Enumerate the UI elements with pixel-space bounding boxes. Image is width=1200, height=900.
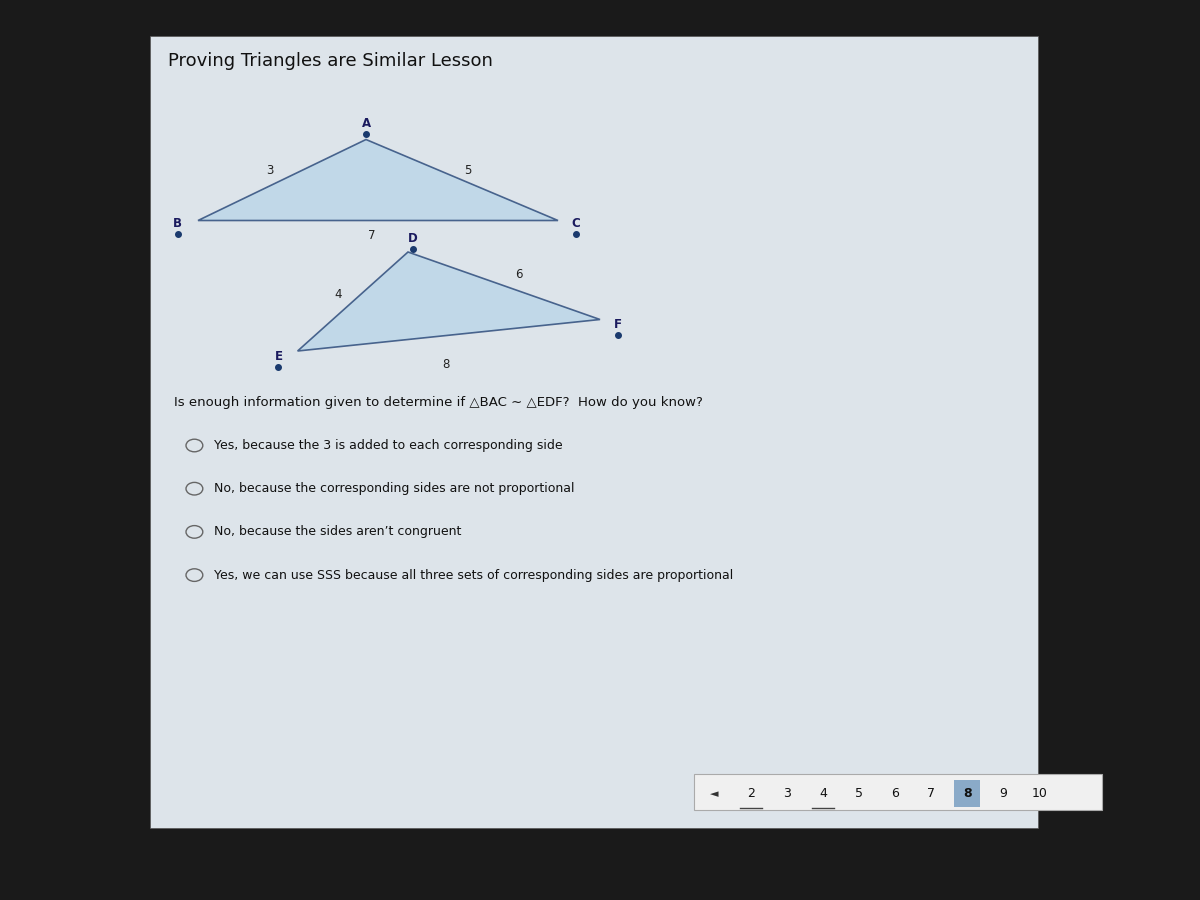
Text: Proving Triangles are Similar Lesson: Proving Triangles are Similar Lesson bbox=[168, 52, 493, 70]
FancyBboxPatch shape bbox=[694, 774, 1102, 810]
FancyBboxPatch shape bbox=[150, 36, 1038, 828]
Text: 6: 6 bbox=[892, 788, 899, 800]
Text: 7: 7 bbox=[928, 788, 935, 800]
Text: 2: 2 bbox=[748, 788, 755, 800]
Polygon shape bbox=[298, 252, 600, 351]
Text: B: B bbox=[173, 217, 182, 230]
Text: 5: 5 bbox=[856, 788, 863, 800]
Text: 7: 7 bbox=[368, 230, 376, 242]
Text: No, because the sides aren’t congruent: No, because the sides aren’t congruent bbox=[214, 526, 461, 538]
Text: 6: 6 bbox=[515, 268, 522, 281]
Text: F: F bbox=[614, 318, 622, 330]
Text: 3: 3 bbox=[784, 788, 791, 800]
Text: 8: 8 bbox=[962, 788, 972, 800]
Text: Is enough information given to determine if △BAC ∼ △EDF?  How do you know?: Is enough information given to determine… bbox=[174, 396, 703, 409]
Text: C: C bbox=[571, 217, 581, 230]
Text: A: A bbox=[361, 117, 371, 130]
Text: 9: 9 bbox=[1000, 788, 1007, 800]
Text: Yes, we can use SSS because all three sets of corresponding sides are proportion: Yes, we can use SSS because all three se… bbox=[214, 569, 733, 581]
Text: 3: 3 bbox=[266, 165, 274, 177]
Text: Yes, because the 3 is added to each corresponding side: Yes, because the 3 is added to each corr… bbox=[214, 439, 563, 452]
Text: No, because the corresponding sides are not proportional: No, because the corresponding sides are … bbox=[214, 482, 574, 495]
Text: 10: 10 bbox=[1031, 788, 1048, 800]
Text: 4: 4 bbox=[335, 288, 342, 301]
Text: D: D bbox=[408, 232, 418, 245]
Text: ◄: ◄ bbox=[709, 788, 719, 799]
Text: 8: 8 bbox=[443, 358, 450, 371]
Text: 4: 4 bbox=[820, 788, 827, 800]
Text: 5: 5 bbox=[464, 165, 472, 177]
Polygon shape bbox=[198, 140, 558, 220]
Text: E: E bbox=[275, 350, 282, 363]
FancyBboxPatch shape bbox=[954, 780, 980, 807]
